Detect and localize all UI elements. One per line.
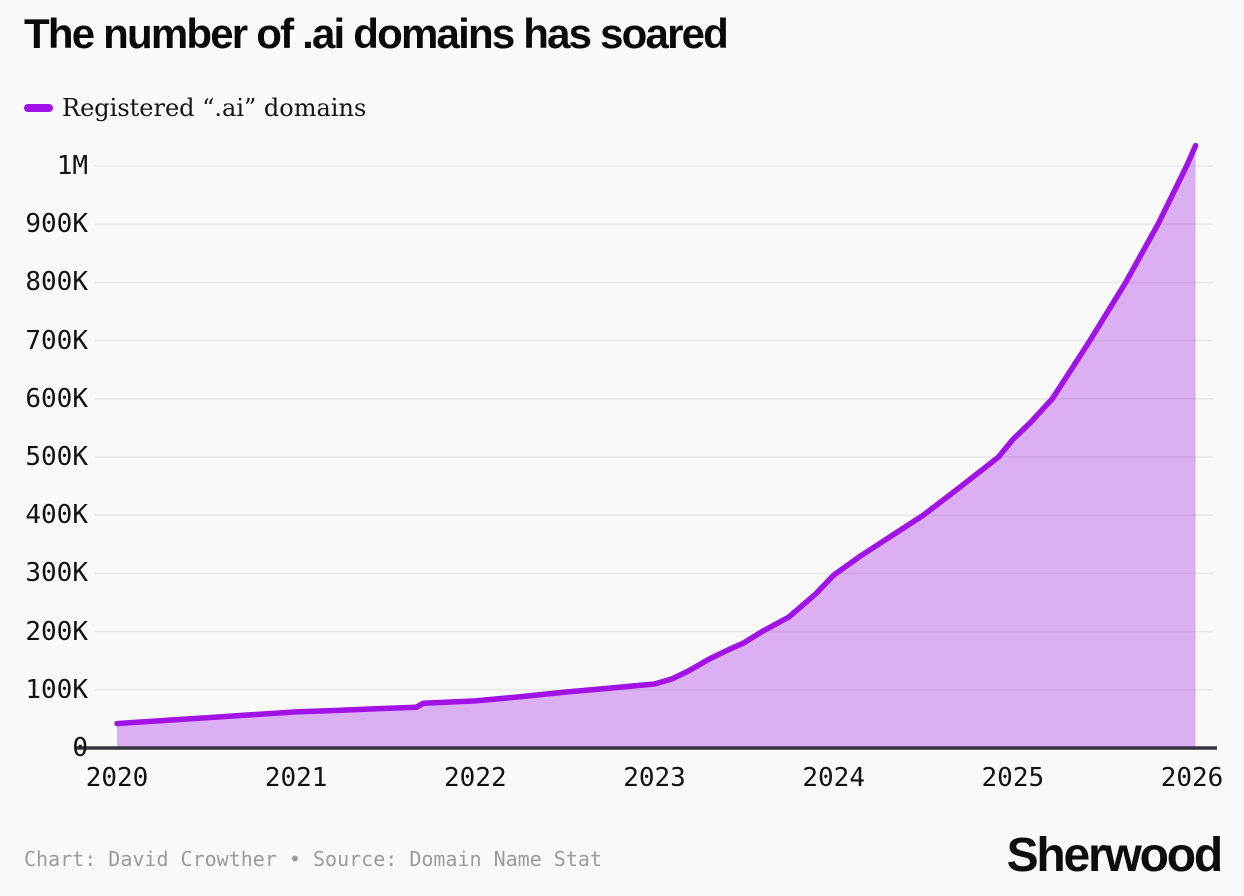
chart-title: The number of .ai domains has soared: [24, 10, 729, 57]
x-tick-label: 2024: [802, 763, 865, 793]
series-line: [114, 142, 1199, 727]
legend: Registered “.ai” domains: [24, 92, 366, 124]
x-tick-label: 2020: [85, 763, 149, 793]
x-tick-label: 2023: [623, 763, 686, 793]
legend-swatch-icon: [24, 104, 53, 112]
x-tick-label: 2025: [981, 763, 1045, 793]
y-tick-label: 100K: [25, 674, 88, 705]
x-tick-label: 2026: [1160, 763, 1224, 793]
y-tick-label: 600K: [25, 383, 88, 414]
y-tick-label: 800K: [25, 267, 88, 298]
legend-label: Registered “.ai” domains: [62, 94, 367, 122]
x-tick-label: 2021: [264, 763, 328, 793]
x-tick-label: 2022: [444, 763, 507, 793]
y-tick-label: 1M: [56, 151, 88, 181]
sherwood-logo: Sherwood: [1006, 829, 1224, 882]
y-tick-label: 300K: [25, 558, 88, 589]
y-tick-label: 700K: [25, 325, 88, 356]
y-tick-label: 0: [72, 733, 88, 763]
chart-credit: Chart: David Crowther • Source: Domain N…: [24, 847, 602, 871]
y-tick-label: 200K: [25, 616, 88, 647]
y-tick-label: 500K: [25, 442, 88, 472]
y-tick-label: 900K: [25, 209, 88, 240]
y-tick-label: 400K: [25, 500, 88, 531]
series-area: [117, 145, 1196, 749]
